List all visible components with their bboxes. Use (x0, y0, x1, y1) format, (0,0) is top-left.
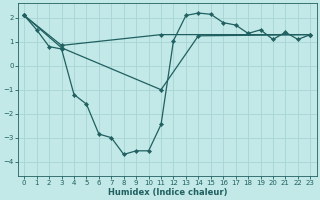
X-axis label: Humidex (Indice chaleur): Humidex (Indice chaleur) (108, 188, 227, 197)
